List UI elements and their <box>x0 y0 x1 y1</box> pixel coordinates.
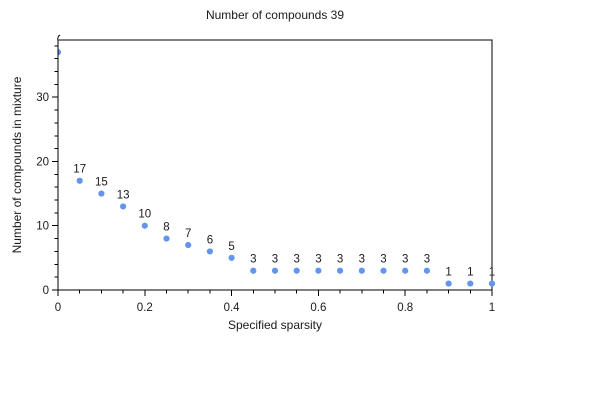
x-tick-label: 1 <box>489 302 495 314</box>
clipped-label-fragment <box>56 34 61 40</box>
data-point <box>228 254 235 261</box>
data-point <box>250 267 257 274</box>
data-point <box>58 49 62 56</box>
point-label: 1 <box>489 267 495 279</box>
point-label: 3 <box>402 254 408 266</box>
data-point <box>98 190 105 197</box>
data-point <box>206 248 213 255</box>
y-tick-label: 10 <box>36 221 49 233</box>
point-label: 17 <box>73 164 86 176</box>
y-tick-label: 30 <box>36 92 49 104</box>
point-label: 3 <box>359 254 365 266</box>
point-label: 7 <box>185 228 191 240</box>
data-point <box>337 267 344 274</box>
x-tick-label: 0.2 <box>137 302 153 314</box>
point-label: 3 <box>337 254 343 266</box>
data-point <box>445 280 452 287</box>
x-tick-label: 0 <box>55 302 61 314</box>
x-tick-label: 0.6 <box>310 302 326 314</box>
data-point <box>163 235 170 242</box>
data-point <box>423 267 430 274</box>
data-point <box>185 241 192 249</box>
point-label: 10 <box>138 209 151 221</box>
axis-ticks <box>52 45 493 296</box>
point-label: 3 <box>293 254 299 266</box>
point-label: 3 <box>380 254 386 266</box>
data-point <box>76 177 83 184</box>
point-label: 1 <box>467 267 473 279</box>
x-tick-label: 0.4 <box>224 302 241 314</box>
point-label: 1 <box>445 267 451 279</box>
point-label: 13 <box>117 189 130 201</box>
chart-title: Number of compounds 39 <box>205 8 345 22</box>
point-label: 3 <box>250 254 256 266</box>
data-point <box>315 267 322 274</box>
data-point <box>467 280 474 287</box>
point-label: 5 <box>228 241 234 253</box>
x-axis-label: Specified sparsity <box>227 318 323 332</box>
y-tick-label: 0 <box>43 285 49 297</box>
y-axis-label: Number of compounds in mixture <box>10 76 24 254</box>
point-labels: 17 15 13 10 8 7 6 5 3 3 3 3 3 3 3 3 3 1 1 1 <box>73 164 495 279</box>
data-points <box>58 49 496 287</box>
data-point <box>402 267 409 274</box>
point-label: 15 <box>95 177 108 189</box>
data-point <box>120 203 127 210</box>
y-tick-label: 20 <box>36 156 49 168</box>
point-label: 3 <box>272 254 278 266</box>
data-point <box>358 267 365 274</box>
point-label: 6 <box>207 234 213 246</box>
data-point <box>293 267 300 274</box>
data-point <box>488 280 496 287</box>
point-label: 8 <box>163 222 169 234</box>
point-label: 3 <box>315 254 321 266</box>
plot-box <box>57 39 493 291</box>
point-label: 3 <box>424 254 430 266</box>
x-tick-label: 0.8 <box>397 302 413 314</box>
data-point <box>271 267 279 274</box>
data-point <box>380 267 387 274</box>
data-point <box>141 222 148 229</box>
